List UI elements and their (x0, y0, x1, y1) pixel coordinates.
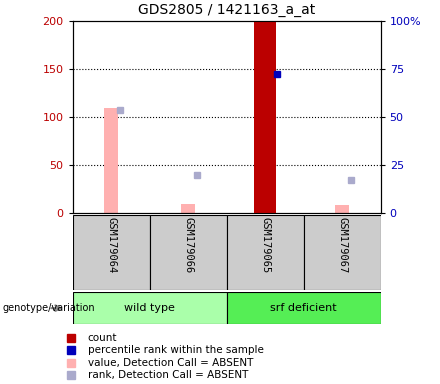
Text: GSM179066: GSM179066 (183, 217, 193, 273)
Text: percentile rank within the sample: percentile rank within the sample (88, 345, 264, 355)
Bar (73, 292, 227, 324)
Bar (335, 205, 349, 213)
Text: count: count (88, 333, 117, 343)
Bar (181, 204, 195, 213)
Bar (104, 108, 118, 213)
Text: genotype/variation: genotype/variation (2, 303, 95, 313)
Text: wild type: wild type (124, 303, 175, 313)
Text: value, Detection Call = ABSENT: value, Detection Call = ABSENT (88, 358, 253, 367)
Text: GSM179067: GSM179067 (337, 217, 347, 273)
Text: srf deficient: srf deficient (270, 303, 337, 313)
Bar (304, 215, 381, 290)
Text: GSM179064: GSM179064 (106, 217, 116, 273)
Text: rank, Detection Call = ABSENT: rank, Detection Call = ABSENT (88, 370, 248, 380)
Title: GDS2805 / 1421163_a_at: GDS2805 / 1421163_a_at (138, 3, 315, 17)
Bar (227, 215, 304, 290)
Bar (254, 21, 276, 213)
Bar (73, 215, 150, 290)
Text: GSM179065: GSM179065 (260, 217, 270, 273)
Bar (227, 292, 381, 324)
Bar (150, 215, 227, 290)
